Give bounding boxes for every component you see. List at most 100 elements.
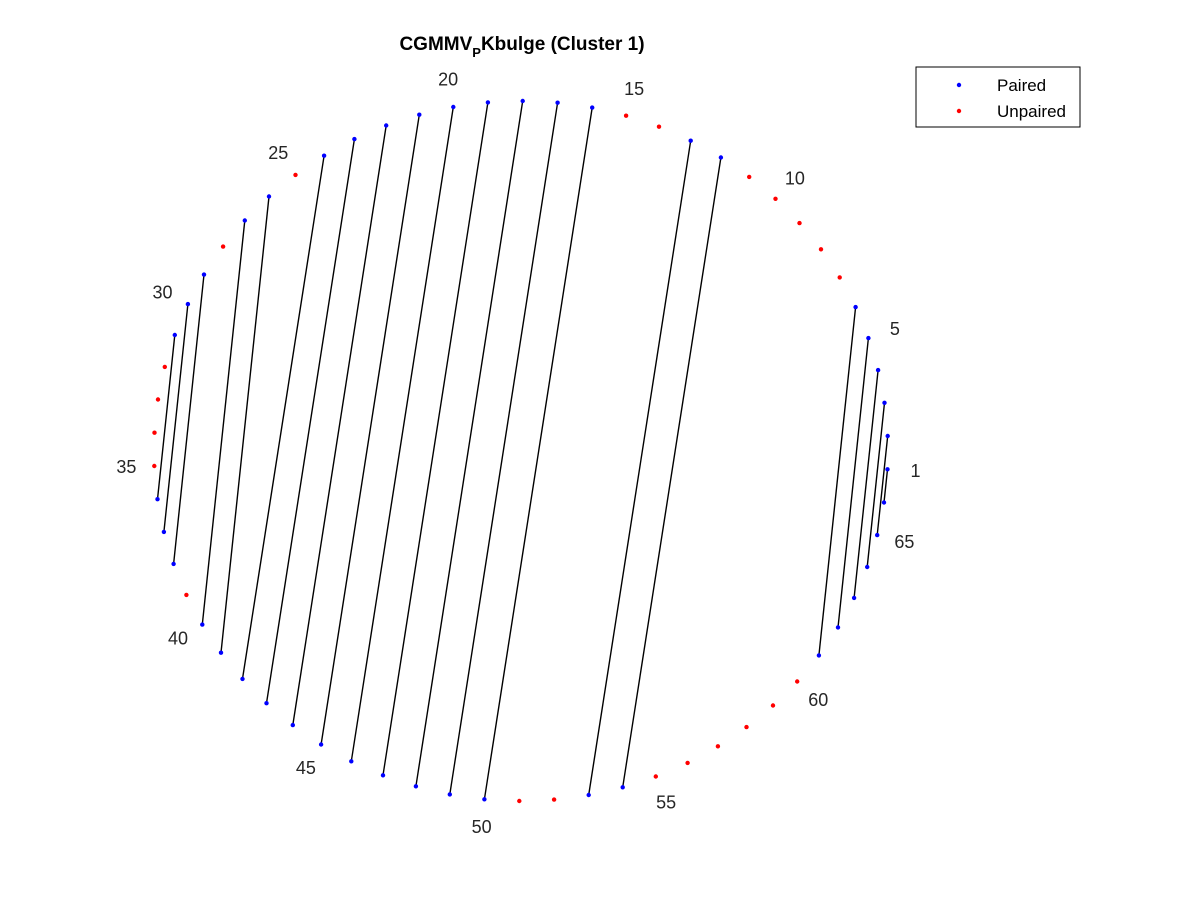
bond-line-16-50: [483, 107, 593, 800]
bond-line-4-63: [853, 370, 879, 598]
unpaired-node-56: [685, 760, 690, 766]
paired-node-1: [885, 467, 890, 472]
paired-node-16: [590, 105, 595, 110]
legend: Paired Unpaired: [915, 66, 1081, 128]
legend-paired-marker: [956, 82, 962, 88]
bond-line-31-36: [156, 334, 176, 500]
bond-line-30-37: [163, 304, 189, 532]
paired-node-31: [172, 332, 177, 338]
index-label-30: 30: [152, 282, 172, 302]
paired-node-20: [451, 104, 456, 110]
legend-paired-label: Paired: [997, 76, 1046, 95]
legend-box: [915, 66, 1081, 128]
unpaired-node-55: [653, 774, 658, 779]
index-label-55: 55: [656, 793, 676, 813]
unpaired-node-28: [220, 244, 226, 249]
unpaired-node-9: [797, 220, 802, 226]
bond-line-22-44: [292, 125, 387, 726]
paired-node-65: [875, 532, 880, 538]
paired-node-66: [881, 500, 887, 505]
paired-node-30: [185, 301, 191, 307]
bond-lines: [156, 100, 889, 800]
paired-node-6: [853, 304, 858, 310]
paired-node-42: [240, 676, 245, 682]
index-label-65: 65: [894, 532, 914, 552]
paired-node-44: [290, 722, 295, 728]
paired-node-3: [882, 400, 887, 405]
paired-node-62: [835, 625, 841, 630]
unpaired-node-60: [795, 679, 800, 684]
paired-node-47: [380, 773, 386, 778]
index-label-1: 1: [910, 461, 920, 481]
index-label-5: 5: [890, 319, 900, 339]
bond-line-19-47: [382, 102, 489, 776]
bond-line-13-53: [588, 140, 692, 796]
paired-node-48: [413, 784, 419, 789]
paired-node-50: [482, 797, 487, 802]
paired-node-43: [264, 701, 269, 706]
paired-node-19: [485, 100, 491, 105]
nodes: [152, 98, 890, 804]
paired-node-61: [816, 653, 822, 658]
bond-line-27-40: [201, 220, 246, 625]
unpaired-node-35: [152, 463, 157, 469]
bond-line-20-46: [350, 106, 454, 762]
bond-line-21-45: [320, 114, 420, 745]
paired-node-49: [447, 792, 452, 797]
unpaired-node-32: [162, 364, 167, 370]
paired-node-18: [520, 98, 525, 104]
paired-node-29: [201, 272, 207, 277]
bond-line-17-49: [449, 102, 559, 795]
unpaired-node-25: [293, 172, 298, 178]
paired-node-2: [885, 433, 890, 439]
paired-node-36: [155, 497, 160, 502]
title-main: CGMMV: [399, 34, 472, 55]
bond-line-24-42: [241, 155, 325, 680]
index-label-35: 35: [116, 457, 136, 477]
unpaired-node-11: [747, 174, 752, 180]
unpaired-node-52: [551, 797, 557, 802]
bond-line-12-54: [622, 157, 722, 788]
paired-node-41: [218, 650, 224, 655]
unpaired-node-10: [773, 196, 778, 201]
title-rest: Kbulge (Cluster 1): [481, 34, 645, 55]
paired-node-24: [321, 153, 327, 158]
paired-node-27: [242, 218, 247, 223]
paired-node-64: [865, 564, 870, 570]
paired-node-54: [620, 785, 625, 790]
legend-unpaired-label: Unpaired: [997, 102, 1066, 121]
bond-line-6-61: [818, 307, 857, 656]
paired-node-38: [171, 561, 176, 567]
index-label-45: 45: [296, 758, 316, 778]
paired-node-45: [318, 742, 324, 747]
index-label-20: 20: [438, 70, 458, 90]
bond-line-23-43: [265, 138, 356, 704]
unpaired-node-58: [744, 724, 749, 730]
paired-node-53: [586, 792, 591, 798]
paired-node-46: [349, 759, 354, 764]
legend-unpaired-marker: [956, 108, 962, 114]
index-label-60: 60: [808, 690, 828, 710]
bond-line-29-38: [172, 274, 205, 564]
unpaired-node-7: [837, 275, 842, 280]
unpaired-node-39: [184, 592, 189, 598]
index-label-50: 50: [472, 817, 492, 837]
bond-line-3-64: [866, 402, 886, 568]
paired-node-17: [555, 100, 560, 105]
bond-line-18-48: [415, 100, 524, 787]
paired-node-13: [688, 138, 693, 143]
paired-node-37: [161, 529, 167, 535]
chart-title: CGMMVPKbulge (Cluster 1): [399, 34, 644, 60]
title-subscript: P: [472, 45, 481, 60]
unpaired-node-33: [155, 397, 161, 402]
paired-node-5: [866, 335, 871, 341]
bond-line-26-41: [220, 196, 270, 653]
unpaired-node-51: [517, 798, 522, 804]
paired-node-21: [417, 112, 422, 117]
unpaired-node-15: [623, 113, 629, 118]
paired-node-63: [851, 595, 857, 601]
index-label-10: 10: [785, 169, 805, 189]
unpaired-node-59: [770, 703, 776, 708]
